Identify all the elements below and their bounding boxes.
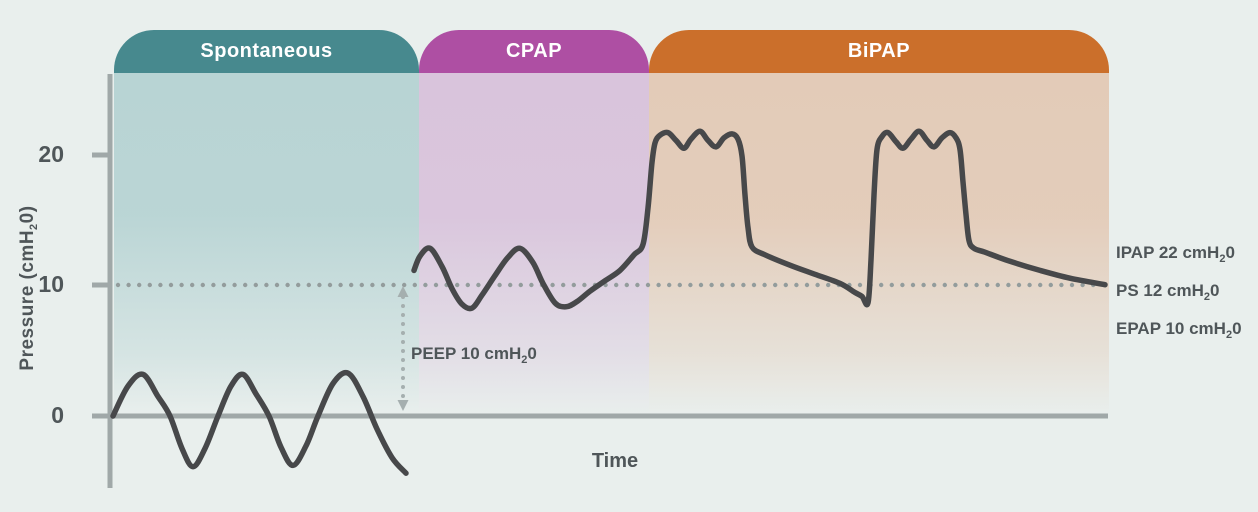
mode-tab-bipap-label: BiPAP [847, 40, 911, 62]
region-spontaneous [114, 72, 419, 416]
region-cpap [419, 72, 649, 416]
waveform-spontaneous [110, 369, 409, 476]
peep-arrowhead-up [397, 286, 409, 297]
peep-annotation: PEEP 10 cmH20 [411, 344, 537, 366]
mode-tab-spontaneous: Spontaneous [114, 30, 419, 73]
peep-arrowhead-down [397, 400, 409, 411]
y-tick-label-0: 0 [51, 402, 64, 428]
y-tick-label-10: 10 [38, 271, 64, 297]
y-tick-label-20: 20 [38, 141, 64, 167]
ipap-annotation: IPAP 22 cmH20 [1116, 243, 1235, 265]
peep-arrow [397, 286, 409, 411]
mode-tab-bipap: BiPAP [649, 30, 1109, 73]
region-bipap [649, 72, 1109, 416]
mode-tab-spontaneous-label: Spontaneous [200, 40, 333, 62]
ps-annotation: PS 12 cmH20 [1116, 281, 1220, 303]
waveform-cpap-bipap [411, 128, 1108, 312]
x-axis-title: Time [591, 450, 639, 472]
epap-annotation: EPAP 10 cmH20 [1116, 319, 1242, 341]
mode-tab-cpap: CPAP [419, 30, 649, 73]
mode-tab-cpap-label: CPAP [505, 40, 563, 62]
pressure-annotations: IPAP 22 cmH20 PS 12 cmH20 EPAP 10 cmH20 [1116, 237, 1242, 351]
